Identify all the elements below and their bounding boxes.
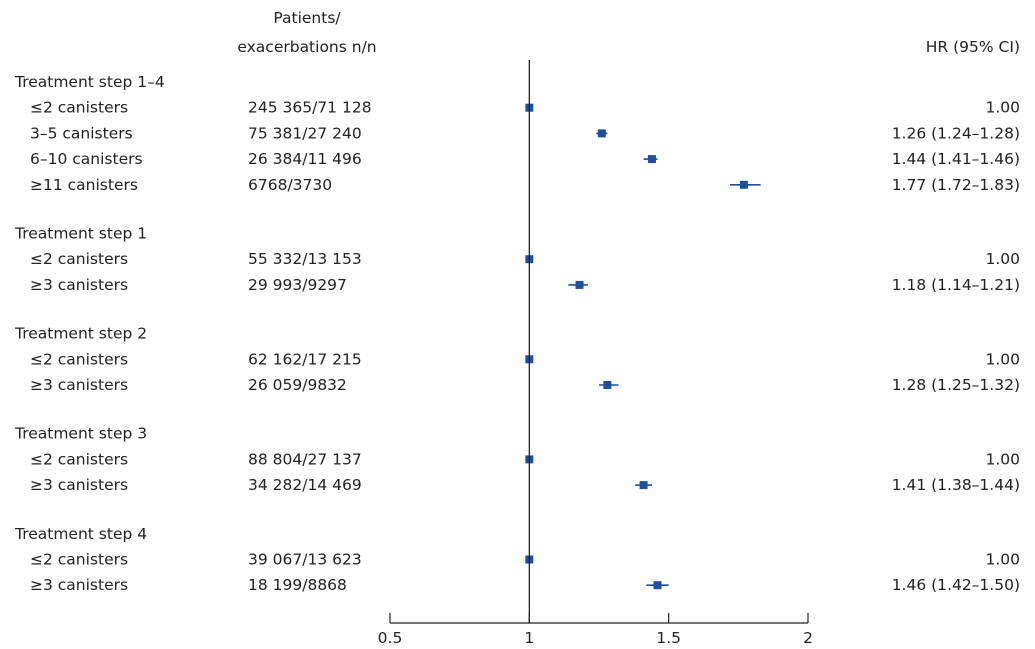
row-hr-text: 1.00 — [985, 350, 1020, 368]
row-label: ≥3 canisters — [30, 476, 128, 494]
row-counts: 18 199/8868 — [248, 576, 347, 594]
row-label: ≥3 canisters — [30, 376, 128, 394]
row-counts: 75 381/27 240 — [248, 124, 362, 142]
row-hr-text: 1.26 (1.24–1.28) — [892, 124, 1020, 142]
row-label: ≤2 canisters — [30, 551, 128, 569]
group-title: Treatment step 3 — [14, 425, 147, 443]
hr-marker — [739, 180, 748, 189]
row-label: 6–10 canisters — [30, 150, 143, 168]
row-counts: 6768/3730 — [248, 176, 332, 194]
row-hr-text: 1.00 — [985, 250, 1020, 268]
x-axis: 0.5 1 1.5 2 — [378, 60, 813, 647]
row-counts: 26 384/11 496 — [248, 150, 362, 168]
hr-marker — [653, 581, 662, 590]
tick-label: 0.5 — [378, 629, 403, 647]
group-title: Treatment step 4 — [14, 525, 147, 543]
hr-header: HR (95% CI) — [926, 38, 1020, 56]
row-label: ≥3 canisters — [30, 276, 128, 294]
group-title: Treatment step 1 — [14, 225, 147, 243]
row-counts: 245 365/71 128 — [248, 99, 372, 117]
row-hr-text: 1.28 (1.25–1.32) — [892, 376, 1020, 394]
row-hr-text: 1.44 (1.41–1.46) — [892, 150, 1020, 168]
hr-marker — [575, 280, 584, 289]
row-hr-text: 1.77 (1.72–1.83) — [892, 176, 1020, 194]
row-label: ≤2 canisters — [30, 99, 128, 117]
row-hr-text: 1.18 (1.14–1.21) — [892, 276, 1020, 294]
row-label: ≤2 canisters — [30, 450, 128, 468]
hr-marker — [603, 381, 612, 389]
row-counts: 34 282/14 469 — [248, 476, 362, 494]
row-counts: 88 804/27 137 — [248, 450, 362, 468]
forest-rows: Treatment step 1–4 ≤2 canisters 245 365/71… — [14, 73, 1020, 594]
counts-header-line2: exacerbations n/n — [237, 38, 376, 56]
row-label: ≤2 canisters — [30, 250, 128, 268]
hr-marker — [639, 481, 648, 490]
row-hr-text: 1.00 — [985, 551, 1020, 569]
row-label: ≥11 canisters — [30, 176, 138, 194]
row-hr-text: 1.46 (1.42–1.50) — [892, 576, 1020, 594]
row-counts: 55 332/13 153 — [248, 250, 362, 268]
row-label: 3–5 canisters — [30, 124, 133, 142]
tick-label: 1.5 — [656, 629, 681, 647]
tick-label: 2 — [803, 629, 813, 647]
group-title: Treatment step 2 — [14, 325, 147, 343]
row-counts: 39 067/13 623 — [248, 551, 362, 569]
row-counts: 26 059/9832 — [248, 376, 347, 394]
group-title: Treatment step 1–4 — [14, 73, 165, 91]
row-hr-text: 1.41 (1.38–1.44) — [892, 476, 1020, 494]
counts-header-line1: Patients/ — [273, 9, 341, 27]
row-label: ≤2 canisters — [30, 350, 128, 368]
tick-label: 1 — [524, 629, 534, 647]
row-hr-text: 1.00 — [985, 99, 1020, 117]
row-hr-text: 1.00 — [985, 450, 1020, 468]
row-counts: 29 993/9297 — [248, 276, 347, 294]
row-counts: 62 162/17 215 — [248, 350, 362, 368]
hr-marker — [647, 155, 656, 164]
row-label: ≥3 canisters — [30, 576, 128, 594]
hr-marker — [597, 129, 606, 138]
